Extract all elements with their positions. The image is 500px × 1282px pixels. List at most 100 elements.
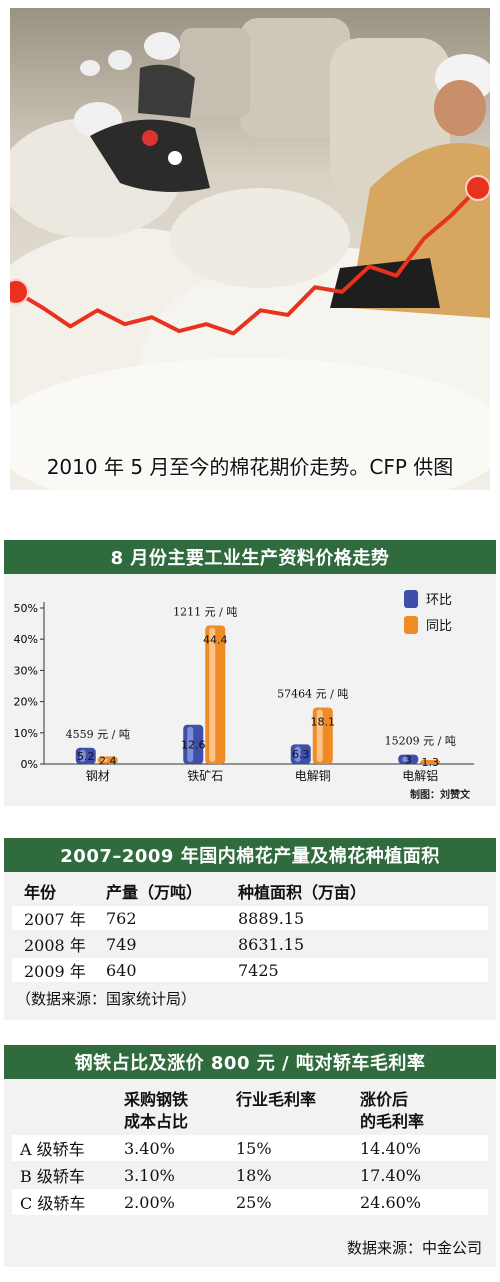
category-label: 钢材 bbox=[86, 769, 110, 783]
bar-同比-铁矿石 bbox=[205, 625, 226, 764]
car-margin-table-title: 钢铁占比及涨价 800 元 / 吨对轿车毛利率 bbox=[4, 1045, 496, 1079]
car-table-header-line1: 采购钢铁 行业毛利率 涨价后 bbox=[12, 1087, 488, 1109]
cotton-photo: 2010 年 5 月至今的棉花期价走势。CFP 供图 bbox=[10, 8, 490, 490]
cell-margin-after: 24.60% bbox=[360, 1192, 422, 1212]
chart-credit: 制图：刘赞文 bbox=[410, 788, 471, 801]
y-tick-label: 20% bbox=[14, 696, 38, 709]
bar-环比-钢材 bbox=[75, 747, 96, 764]
cell-margin-after: 17.40% bbox=[360, 1165, 422, 1185]
worker-left bbox=[74, 102, 210, 192]
cotton-photo-illustration bbox=[10, 8, 490, 490]
y-tick-label: 40% bbox=[14, 633, 38, 646]
bar-highlight bbox=[187, 726, 194, 762]
cell-steel-share: 2.00% bbox=[124, 1192, 175, 1212]
col-industry-margin: 行业毛利率 bbox=[236, 1090, 317, 1109]
bar-highlight bbox=[294, 746, 301, 762]
y-tick-label: 30% bbox=[14, 664, 38, 677]
cotton-table-panel: 2007–2009 年国内棉花产量及棉花种植面积 年份 产量（万吨） 种植面积（… bbox=[4, 838, 496, 1020]
car-table-header-line2: 成本占比 的毛利率 bbox=[12, 1109, 488, 1131]
table-row: 2009 年 640 7425 bbox=[12, 958, 488, 982]
bar-highlight bbox=[79, 749, 86, 762]
cell-year: 2009 年 bbox=[24, 962, 86, 981]
car-table-source: 数据来源：中金公司 bbox=[346, 1239, 482, 1257]
bar-环比-电解铝 bbox=[398, 754, 419, 764]
cell-industry-margin: 18% bbox=[236, 1165, 272, 1185]
trend-start-dot bbox=[10, 278, 29, 305]
y-tick-label: 0% bbox=[21, 758, 38, 771]
price-label: 15209 元 / 吨 bbox=[385, 735, 456, 748]
category-label: 电解铝 bbox=[402, 768, 438, 783]
y-tick-label: 50% bbox=[14, 602, 38, 615]
legend-swatch bbox=[404, 590, 418, 608]
col-area: 种植面积（万亩） bbox=[238, 883, 367, 902]
legend-label: 环比 bbox=[426, 593, 452, 608]
cell-output: 640 bbox=[106, 960, 137, 980]
cell-area: 7425 bbox=[238, 960, 279, 980]
price-label: 4559 元 / 吨 bbox=[66, 728, 130, 741]
cell-car-class: C 级轿车 bbox=[20, 1194, 86, 1213]
category-label: 铁矿石 bbox=[187, 769, 223, 783]
cell-steel-share: 3.10% bbox=[124, 1165, 175, 1185]
cell-margin-after: 14.40% bbox=[360, 1138, 422, 1158]
bar-同比-电解铝 bbox=[420, 759, 441, 764]
bar-highlight bbox=[316, 709, 323, 762]
car-margin-table-panel: 钢铁占比及涨价 800 元 / 吨对轿车毛利率 采购钢铁 行业毛利率 涨价后 成… bbox=[4, 1045, 496, 1267]
bar-highlight bbox=[101, 758, 108, 762]
cell-output: 749 bbox=[106, 934, 137, 954]
cotton-table-source: （数据来源：国家统计局） bbox=[16, 990, 197, 1008]
price-label: 57464 元 / 吨 bbox=[277, 688, 348, 701]
cotton-table-header: 年份 产量（万吨） 种植面积（万亩） bbox=[12, 878, 488, 904]
bar-环比-电解铜 bbox=[290, 744, 311, 764]
cell-industry-margin: 25% bbox=[236, 1192, 272, 1212]
trend-end-dot bbox=[465, 175, 490, 201]
bar-value-label: 1.3 bbox=[422, 756, 440, 769]
col-margin-after: 涨价后 bbox=[360, 1090, 409, 1109]
cotton-table: 年份 产量（万吨） 种植面积（万亩） 2007 年 762 8889.15 20… bbox=[12, 878, 488, 982]
table-row: B 级轿车 3.10% 18% 17.40% bbox=[12, 1161, 488, 1189]
trend-polyline bbox=[14, 186, 480, 336]
table-row: 2008 年 749 8631.15 bbox=[12, 930, 488, 958]
cell-area: 8889.15 bbox=[238, 908, 305, 928]
table-row: A 级轿车 3.40% 15% 14.40% bbox=[12, 1135, 488, 1161]
col-steel-share: 采购钢铁 bbox=[124, 1090, 189, 1109]
col-steel-share-line2: 成本占比 bbox=[124, 1112, 189, 1131]
bar-highlight bbox=[402, 756, 409, 762]
bar-value-label: 12.6 bbox=[181, 738, 206, 751]
bar-value-label: 3 bbox=[405, 753, 412, 766]
cell-steel-share: 3.40% bbox=[124, 1138, 175, 1158]
cell-industry-margin: 15% bbox=[236, 1138, 272, 1158]
table-row: C 级轿车 2.00% 25% 24.60% bbox=[12, 1189, 488, 1215]
bar-value-label: 5.2 bbox=[77, 750, 95, 763]
category-label: 电解铜 bbox=[295, 768, 331, 783]
legend-swatch bbox=[404, 616, 418, 634]
photo-caption: 2010 年 5 月至今的棉花期价走势。CFP 供图 bbox=[46, 455, 454, 479]
bar-highlight bbox=[209, 627, 216, 762]
bar-value-label: 2.4 bbox=[99, 754, 117, 767]
price-chart-panel: 8 月份主要工业生产资料价格走势 0% 10% 20% 30% 40% 50% 5.2 2.4… bbox=[4, 540, 496, 806]
price-label: 1211 元 / 吨 bbox=[173, 605, 237, 618]
bar-环比-铁矿石 bbox=[183, 724, 204, 764]
chart-title: 8 月份主要工业生产资料价格走势 bbox=[4, 540, 496, 574]
cell-car-class: B 级轿车 bbox=[20, 1167, 85, 1186]
col-margin-after-line2: 的毛利率 bbox=[360, 1112, 425, 1131]
cotton-table-title: 2007–2009 年国内棉花产量及棉花种植面积 bbox=[4, 838, 496, 872]
y-tick-label: 10% bbox=[14, 727, 38, 740]
bar-value-label: 44.4 bbox=[203, 633, 228, 646]
cotton-price-trend-line bbox=[10, 175, 490, 336]
car-margin-table: 采购钢铁 行业毛利率 涨价后 成本占比 的毛利率 A 级轿车 3.40% 15%… bbox=[12, 1087, 488, 1215]
col-output: 产量（万吨） bbox=[106, 883, 203, 902]
cell-year: 2007 年 bbox=[24, 910, 86, 929]
cell-output: 762 bbox=[106, 908, 137, 928]
bar-value-label: 6.3 bbox=[292, 748, 310, 761]
worker-right bbox=[330, 54, 490, 318]
worker-back bbox=[80, 32, 195, 118]
legend-label: 同比 bbox=[426, 619, 452, 634]
bar-同比-钢材 bbox=[97, 756, 118, 764]
bar-value-label: 18.1 bbox=[311, 716, 336, 729]
table-row: 2007 年 762 8889.15 bbox=[12, 906, 488, 930]
cell-area: 8631.15 bbox=[238, 934, 305, 954]
bar-同比-电解铜 bbox=[312, 707, 333, 764]
col-year: 年份 bbox=[24, 883, 57, 902]
cell-year: 2008 年 bbox=[24, 936, 86, 955]
cell-car-class: A 级轿车 bbox=[20, 1140, 85, 1159]
